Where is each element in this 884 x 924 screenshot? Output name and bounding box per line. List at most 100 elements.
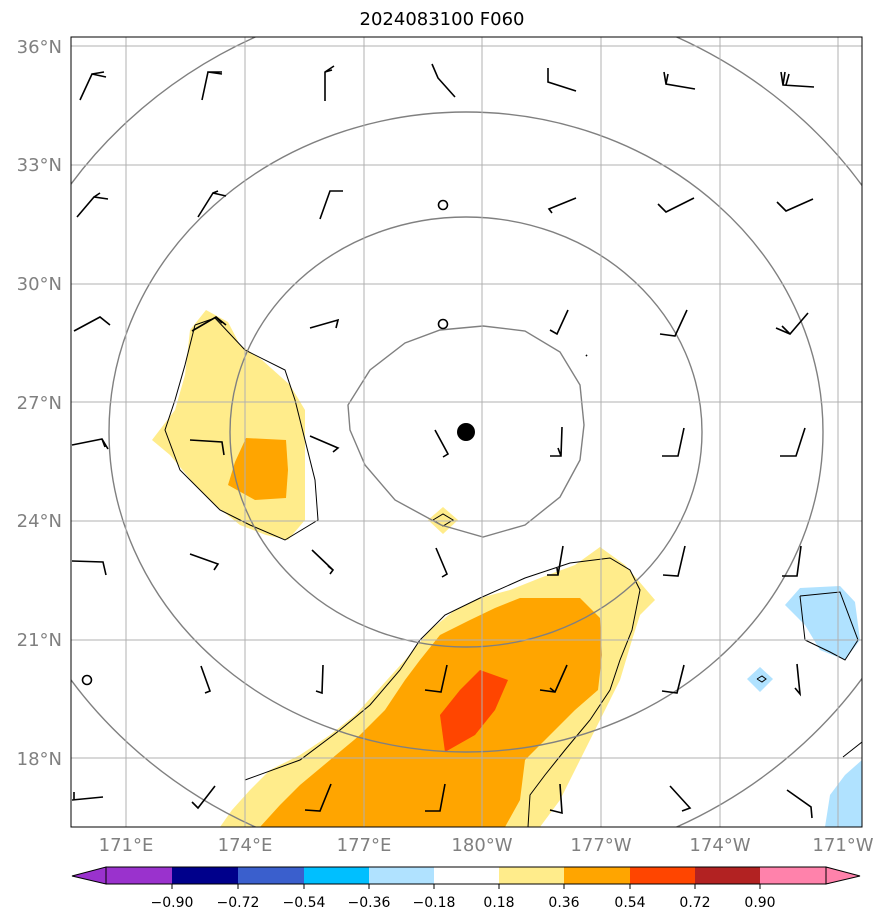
wind-barb: [71, 560, 107, 576]
colorbar-swatch: [499, 867, 564, 884]
lon-label: 180°W: [451, 835, 512, 856]
wind-barb: [425, 783, 446, 812]
wind-barb: [782, 545, 802, 577]
wind-barb: [786, 789, 813, 819]
wind-barb: [434, 429, 450, 458]
wind-barb: [311, 549, 335, 575]
wind-barb: [669, 785, 692, 812]
lat-label: 33°N: [17, 155, 62, 176]
colorbar-frame: [105, 866, 827, 885]
longitude-labels: 171°E 174°E 177°E 180°W 177°W 174°W 171°…: [99, 835, 874, 856]
lat-label: 27°N: [17, 393, 62, 414]
colorbar-label: −0.36: [348, 895, 391, 911]
calm-wind-circle: [437, 199, 449, 211]
wind-barb: [431, 63, 456, 98]
wind-barb: [794, 663, 802, 697]
wind-barb: [76, 192, 109, 218]
colorbar-swatch: [564, 867, 630, 884]
shading-negative-0.18: [825, 760, 862, 827]
contour-line: [244, 557, 641, 827]
wind-barb: [547, 68, 577, 92]
colorbar-swatch: [238, 867, 304, 884]
colorbar-label: 0.36: [548, 895, 579, 911]
wind-barb: [315, 664, 324, 695]
colorbar-swatch: [695, 867, 760, 884]
wind-barb: [662, 545, 686, 577]
wind-barb: [549, 309, 569, 336]
wind-barb: [780, 427, 806, 457]
map-title: 2024083100 F060: [359, 9, 525, 30]
contour-line: [164, 317, 319, 541]
wind-barb: [71, 792, 104, 801]
wind-barb: [547, 545, 564, 576]
wind-barb: [200, 665, 212, 694]
wind-barb: [780, 71, 815, 88]
colorbar-label: −0.90: [151, 895, 194, 911]
wind-barb: [662, 427, 685, 457]
lat-label: 21°N: [17, 630, 62, 651]
shading-positive-0.36: [260, 598, 602, 827]
shading-negative-0.18: [785, 586, 860, 660]
wind-barb: [79, 71, 107, 101]
lon-label: 171°W: [812, 835, 873, 856]
colorbar-label: −0.18: [413, 895, 456, 911]
wind-barb: [189, 439, 225, 456]
plot-area: [71, 37, 862, 827]
wind-barb: [309, 435, 340, 453]
colorbar-extend-low: [71, 866, 107, 885]
shading-negative-0.18: [747, 667, 773, 692]
wind-barb: [550, 426, 563, 457]
lon-label: 177°W: [570, 835, 631, 856]
colorbar-swatch: [106, 867, 172, 884]
lat-label: 30°N: [17, 274, 62, 295]
wind-barb: [661, 664, 685, 694]
colorbar-label: −0.72: [217, 895, 260, 911]
lat-label: 36°N: [17, 37, 62, 58]
wind-barb: [71, 438, 109, 450]
contour-lines: [164, 317, 862, 827]
shading-positive-0.54: [440, 670, 508, 752]
lon-label: 174°E: [218, 835, 273, 856]
lat-label: 18°N: [17, 749, 62, 770]
wind-barb: [539, 664, 568, 693]
colorbar-label: −0.54: [283, 895, 326, 911]
wind-barb: [424, 664, 448, 693]
colorbar-swatch: [630, 867, 695, 884]
wind-barb: [191, 785, 216, 810]
colorbar-ticks: [171, 884, 761, 889]
plot-frame: [70, 36, 863, 828]
colorbar-label: 0.18: [483, 895, 514, 911]
contour-line: [842, 741, 862, 758]
wind-barb: [547, 197, 577, 214]
wind-barb: [659, 309, 688, 337]
colorbar-swatch: [304, 867, 369, 884]
colorbar-swatch: [172, 867, 238, 884]
lat-label: 24°N: [17, 511, 62, 532]
lon-label: 171°E: [99, 835, 154, 856]
wind-barb: [319, 190, 343, 220]
shading-positive-0.18: [152, 310, 305, 540]
wind-barb: [191, 316, 227, 332]
gridlines: [71, 37, 862, 827]
wind-barb: [309, 318, 340, 329]
lon-label: 177°E: [337, 835, 392, 856]
range-rings: [71, 37, 862, 827]
colorbar: −0.90 −0.72 −0.54 −0.36 −0.18 0.18 0.36 …: [71, 866, 861, 911]
wind-barb: [201, 71, 223, 101]
contour-line: [756, 675, 767, 683]
wind-barb: [189, 553, 220, 571]
colorbar-extend-high: [825, 866, 861, 885]
wind-barb: [304, 783, 332, 812]
wind-barb: [324, 65, 335, 101]
range-ring: [108, 111, 824, 753]
wind-barb: [776, 198, 814, 212]
latitude-labels: 36°N 33°N 30°N 27°N 24°N 21°N 18°N: [17, 37, 62, 770]
wind-barb: [657, 197, 695, 213]
storm-center-marker: [457, 423, 475, 441]
shading-positive-0.36: [228, 438, 288, 500]
wind-barb: [197, 190, 227, 218]
wind-barb: [549, 783, 563, 815]
colorbar-label: 0.90: [744, 895, 775, 911]
range-ring: [347, 325, 585, 538]
